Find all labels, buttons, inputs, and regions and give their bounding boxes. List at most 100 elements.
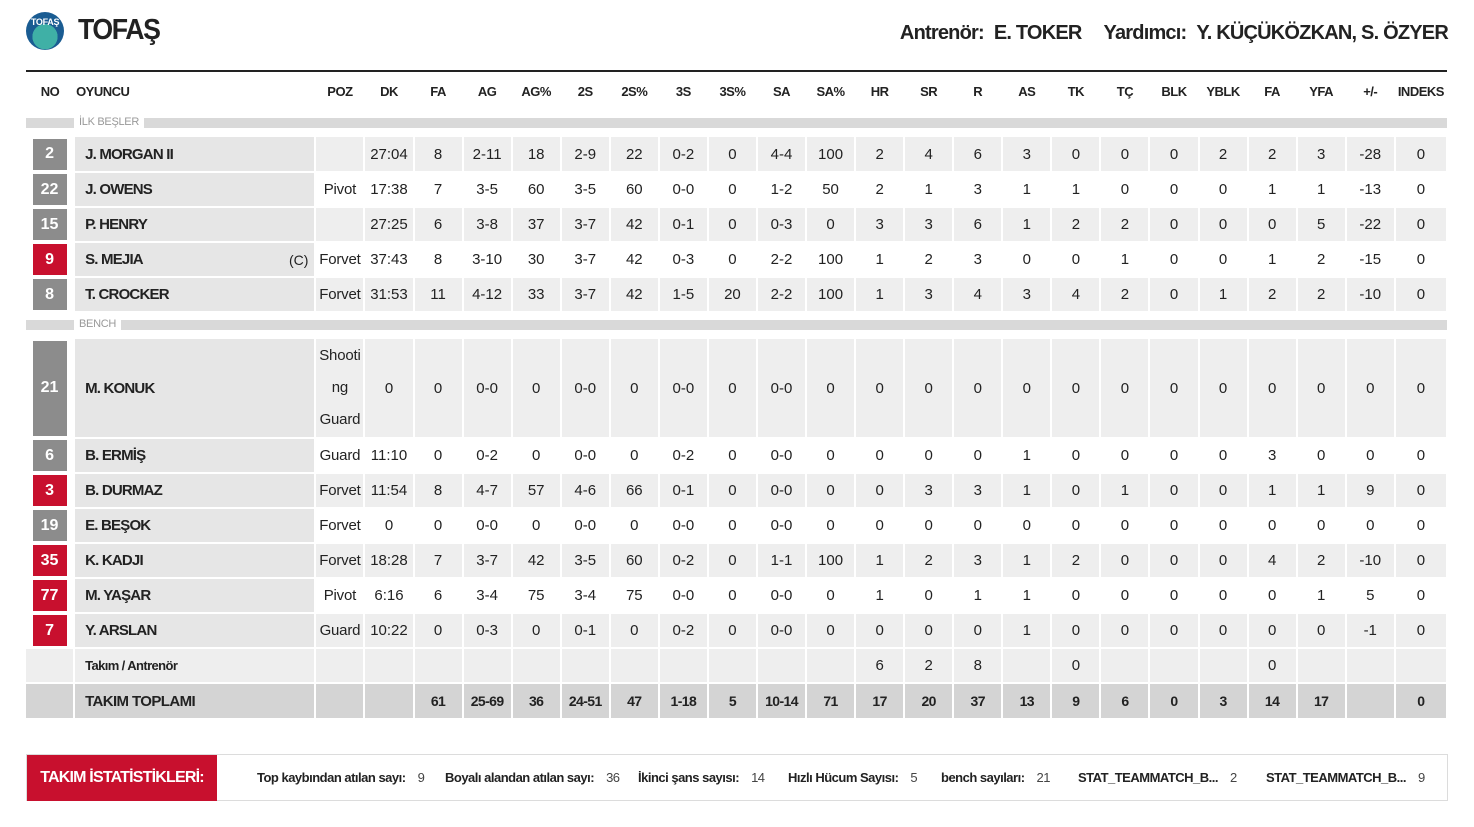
player-row[interactable]: 15 P. HENRY 27:25 6 3-8 37 3-7 42 0-1 0 0-3 0 3 3 6 1 2 2… [26,207,1449,243]
player-name[interactable]: B. ERMİŞ [85,447,146,464]
stat-cell: 3 [855,207,906,243]
player-name[interactable]: M. YAŞAR [85,587,151,604]
column-header[interactable]: TK [1051,71,1101,111]
section-label: İLK BEŞLER [74,116,144,128]
stat-cell: 0-3 [658,242,709,278]
stat-cell: 0 [1100,543,1151,579]
player-position: Guard [315,438,366,474]
player-name-cell[interactable]: J. MORGAN II [74,137,317,173]
player-name-cell[interactable]: B. DURMAZ [74,473,317,509]
player-position: Forvet [315,473,366,509]
column-header[interactable]: YFA [1296,71,1346,111]
column-header[interactable]: 2S [560,71,610,111]
column-header[interactable]: +/- [1345,71,1395,111]
column-header[interactable]: 3S% [707,71,757,111]
column-header[interactable]: SR [904,71,954,111]
stat-cell [1149,648,1200,684]
column-header[interactable]: BLK [1149,71,1199,111]
player-row[interactable]: 8 T. CROCKER Forvet 31:53 11 4-12 33 3-7 42 1-5 20… [26,277,1449,313]
stat-cell: 1 [1247,172,1298,208]
player-row[interactable]: 77 M. YAŞAR Pivot 6:16 6 3-4 75 3-4 75 0-0 0 0-0 0 1 0… [26,578,1449,614]
column-header[interactable]: YBLK [1198,71,1248,111]
player-name-cell[interactable]: E. BEŞOK [74,508,317,544]
player-name-cell[interactable]: P. HENRY [74,207,317,243]
column-header[interactable]: FA [413,71,463,111]
stat-cell: 2 [1100,277,1151,313]
total-stat-cell: 37 [953,683,1004,720]
player-name[interactable]: M. KONUK [85,379,155,397]
player-number-cell: 21 [26,339,76,439]
column-header[interactable]: HR [855,71,905,111]
column-header[interactable]: POZ [315,71,365,111]
stat-cell: 1-2 [756,172,808,208]
player-name-cell[interactable]: M. YAŞAR [74,578,317,614]
column-header[interactable]: AG% [511,71,561,111]
player-name-cell[interactable]: T. CROCKER [74,277,317,313]
player-row[interactable]: 7 Y. ARSLAN Guard 10:22 0 0-3 0 0-1 0 0-2 0 0-0 0 0 0 0… [26,613,1449,649]
player-row[interactable]: 21 M. KONUK Shooti ng Guard 0 0 0-0 0 0-0 0 0-0 0 0… [26,339,1449,439]
column-header[interactable]: R [953,71,1003,111]
stat-cell: 100 [806,137,857,173]
column-header[interactable]: AS [1002,71,1052,111]
player-row[interactable]: 9 S. MEJIA (C) Forvet 37:43 8 3-10 30 3-7 42 0-3 0 2… [26,242,1449,278]
column-header[interactable]: FA [1247,71,1297,111]
stat-cell: 0 [609,438,660,474]
player-name[interactable]: J. MORGAN II [85,145,174,163]
player-name-cell[interactable]: K. KADJI [74,543,317,579]
stat-cell: 0-0 [658,508,709,544]
stat-cell: 0 [1394,172,1449,208]
total-stat-cell: 47 [609,683,660,720]
stat-cell: 27:25 [364,207,415,243]
column-header[interactable]: OYUNCU [74,71,316,111]
player-name[interactable]: B. DURMAZ [85,482,163,499]
player-name-cell[interactable]: S. MEJIA (C) [74,242,317,278]
stat-cell [1345,648,1396,684]
column-header[interactable]: SA [756,71,807,111]
player-name[interactable]: Y. ARSLAN [85,622,157,639]
column-header[interactable]: SA% [806,71,856,111]
stat-cell: 0 [707,613,758,649]
stat-cell: 0 [707,578,758,614]
player-position [315,137,366,173]
player-name[interactable]: T. CROCKER [85,286,169,303]
player-row[interactable]: 2 J. MORGAN II 27:04 8 2-11 18 2-9 22 0-2 0 4-4 100… [26,137,1449,173]
team-stat-value: 2 [1230,770,1237,785]
stat-cell [462,648,513,684]
stat-cell [1002,648,1053,684]
stat-cell: 0-1 [658,473,709,509]
stat-cell: 0 [855,438,906,474]
player-name[interactable]: P. HENRY [85,216,148,233]
stat-cell [658,648,709,684]
player-name[interactable]: S. MEJIA [85,251,144,268]
player-row[interactable]: 19 E. BEŞOK Forvet 0 0 0-0 0 0-0 0 0-0 0 0-0 0 0 0 0 0 0 0… [26,508,1449,544]
player-name-cell[interactable]: M. KONUK [74,339,317,439]
player-row[interactable]: 22 J. OWENS Pivot 17:38 7 3-5 60 3-5 60 0-0 0 1-2 50… [26,172,1449,208]
player-row[interactable]: 6 B. ERMİŞ Guard 11:10 0 0-2 0 0-0 0 0-2 0 0-0 0 0 0 0 1… [26,438,1449,474]
player-name[interactable]: K. KADJI [85,552,144,569]
column-header[interactable]: INDEKS [1394,71,1447,111]
stat-cell: -13 [1345,172,1396,208]
player-row[interactable]: 3 B. DURMAZ Forvet 11:54 8 4-7 57 4-6 66 0-1 0 0-0 0… [26,473,1449,509]
player-position: Forvet [315,242,366,278]
stat-cell: 1 [1100,242,1151,278]
column-header[interactable]: NO [26,71,75,111]
player-name-cell[interactable]: Y. ARSLAN [74,613,317,649]
player-name[interactable]: E. BEŞOK [85,517,151,534]
column-header[interactable]: DK [364,71,414,111]
column-header[interactable]: TÇ [1100,71,1150,111]
stat-cell: 0 [1394,613,1449,649]
column-header[interactable]: AG [462,71,512,111]
column-header[interactable]: 2S% [609,71,659,111]
player-row[interactable]: 35 K. KADJI Forvet 18:28 7 3-7 42 3-5 60 0-2 0 1-1 1… [26,543,1449,579]
player-name-cell[interactable]: B. ERMİŞ [74,438,317,474]
team-stat-item: İkinci şans sayısı: 14 [638,770,765,785]
stat-cell: 31:53 [364,277,415,313]
stat-cell: 2-2 [756,242,808,278]
total-stat-cell: 17 [1296,683,1347,720]
player-name-cell[interactable]: J. OWENS [74,172,317,208]
player-number-cell: 8 [26,277,76,313]
team-stat-value: 14 [751,770,765,785]
column-header[interactable]: 3S [658,71,708,111]
player-name[interactable]: J. OWENS [85,181,153,198]
assistant-label: Yardımcı: [1103,22,1188,44]
